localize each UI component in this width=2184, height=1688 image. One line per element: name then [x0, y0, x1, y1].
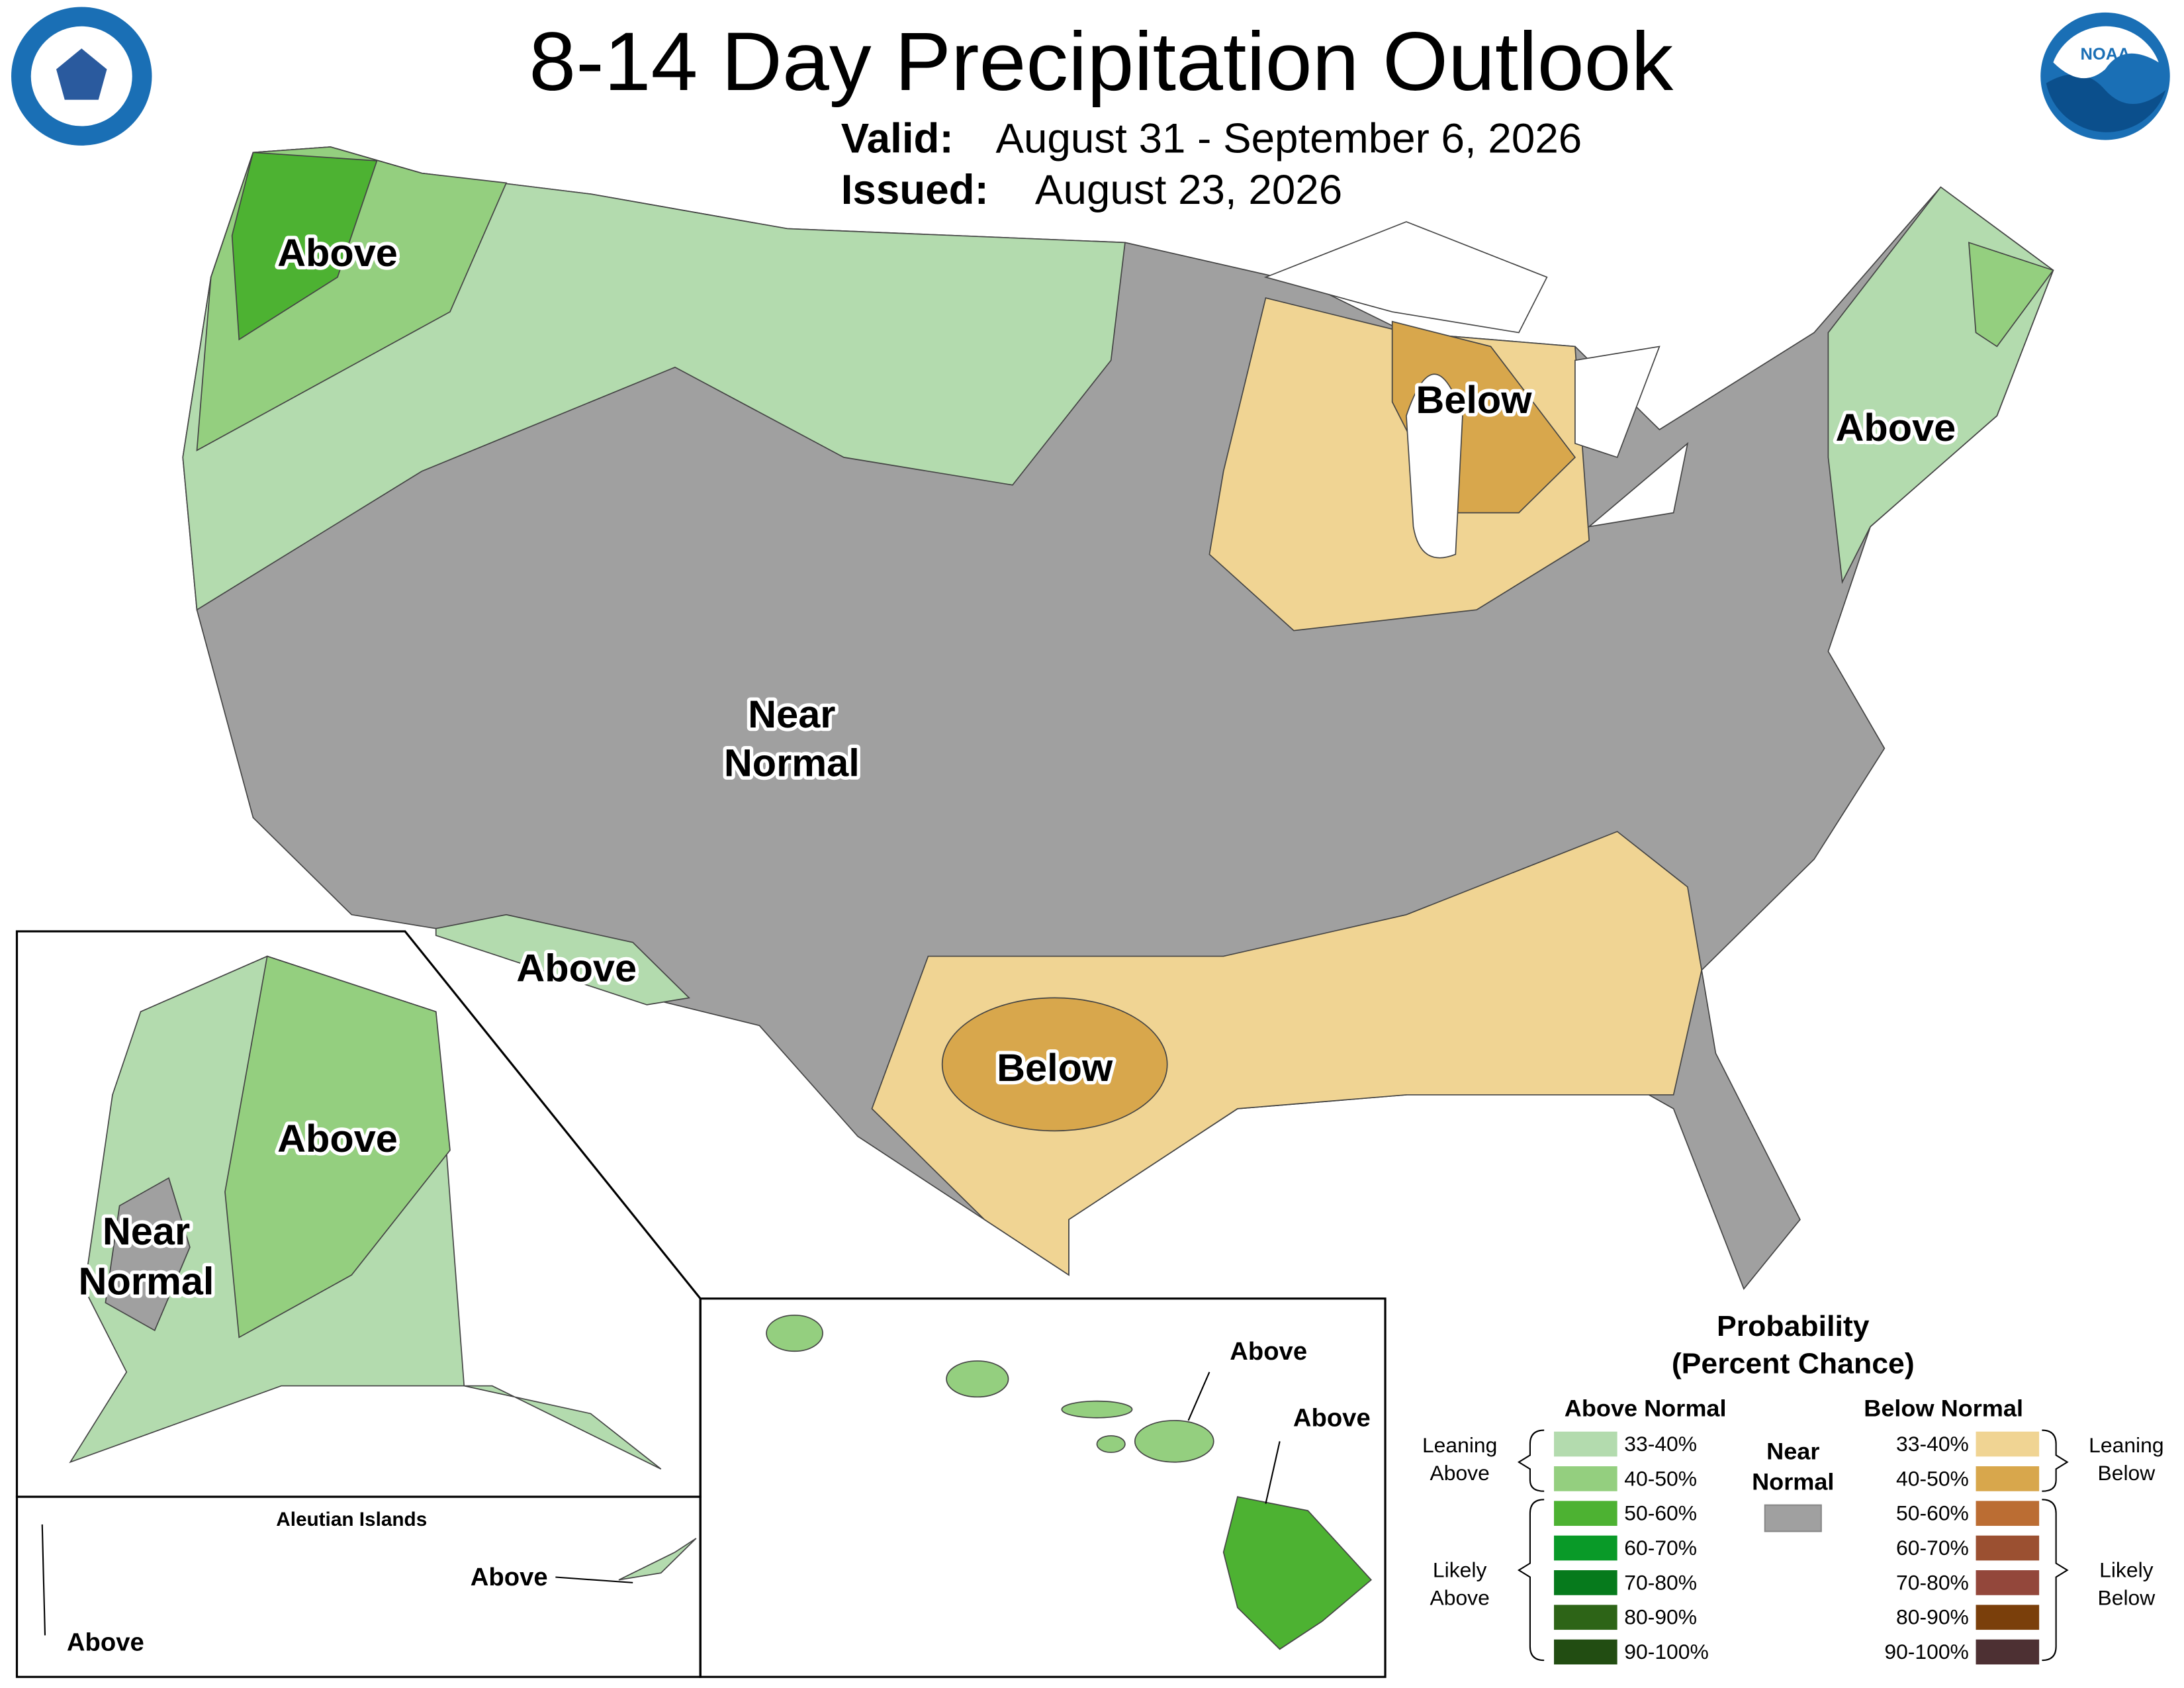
legend-swatch	[1554, 1535, 1617, 1561]
legend-range: 80-90%	[1896, 1605, 1969, 1629]
bracket-label: Leaning	[1422, 1433, 1497, 1457]
legend-swatch	[1554, 1570, 1617, 1595]
legend-bracket	[1517, 1429, 2069, 1662]
legend-swatch	[1764, 1504, 1822, 1532]
island	[946, 1360, 1009, 1398]
island	[766, 1314, 823, 1352]
legend-swatch	[1976, 1570, 2040, 1595]
noaa-logo: NOAA	[2040, 12, 2170, 140]
above-region	[1968, 242, 2054, 348]
legend-heading: Below Normal	[1864, 1395, 2023, 1422]
legend-subtitle: (Percent Chance)	[1672, 1348, 1915, 1380]
legend-title: Probability	[1717, 1311, 1870, 1343]
below-region	[941, 997, 1168, 1132]
legend-range: 70-80%	[1896, 1571, 1969, 1595]
legend-swatch	[1554, 1501, 1617, 1526]
region-label: Above	[67, 1629, 144, 1657]
legend-swatch	[1976, 1535, 2040, 1561]
region-label: Above	[1293, 1405, 1371, 1432]
valid-dates: August 31 - September 6, 2026	[995, 116, 1582, 162]
above-region	[1827, 186, 2054, 585]
region-label: Above	[516, 947, 637, 990]
near-normal-region	[105, 1177, 191, 1332]
island	[1096, 1435, 1126, 1453]
region-label: Below	[997, 1046, 1113, 1090]
legend-range: 33-40%	[1896, 1432, 1969, 1456]
legend-swatch	[1976, 1466, 2040, 1491]
legend-swatch	[1554, 1605, 1617, 1630]
region-label: Below	[1416, 378, 1532, 422]
below-region	[871, 831, 1703, 1276]
hawaii	[766, 1314, 1373, 1650]
noaa-text: NOAA	[2080, 45, 2130, 64]
bracket-label: Likely	[1433, 1558, 1487, 1582]
legend-range: 40-50%	[1896, 1467, 1969, 1491]
issued-date: August 23, 2026	[1035, 167, 1342, 212]
region-label: Normal	[79, 1260, 214, 1303]
legend-heading: Normal	[1752, 1469, 1834, 1495]
region-label: Above	[277, 1117, 398, 1160]
issued-label: Issued:	[841, 167, 989, 212]
legend-swatch	[1976, 1431, 2040, 1457]
legend-range: 90-100%	[1884, 1640, 1969, 1664]
bracket-label: Below	[2097, 1586, 2155, 1610]
above-region	[224, 955, 451, 1338]
island	[1061, 1400, 1133, 1419]
legend-range: 60-70%	[1896, 1536, 1969, 1560]
legend-swatch	[1554, 1431, 1617, 1457]
legend-range: 40-50%	[1624, 1467, 1697, 1491]
bracket-label: Above	[1430, 1586, 1489, 1610]
region-label: Near	[103, 1209, 190, 1253]
legend-range: 90-100%	[1624, 1640, 1709, 1664]
bracket-label: Below	[2097, 1461, 2155, 1485]
legend-swatch	[1976, 1501, 2040, 1526]
region-label: Above	[277, 231, 398, 275]
great-lakes	[1263, 221, 1689, 559]
legend-swatch	[1554, 1639, 1617, 1665]
legend-range: 50-60%	[1896, 1501, 1969, 1525]
hawaii-inset-frame	[699, 1297, 1387, 1678]
region-label: Above	[1230, 1338, 1307, 1366]
bracket-label: Leaning	[2089, 1433, 2163, 1457]
legend-range: 50-60%	[1624, 1501, 1697, 1525]
legend-swatch	[1554, 1466, 1617, 1491]
legend-heading: Near	[1766, 1438, 1819, 1465]
title: 8-14 Day Precipitation Outlook	[529, 15, 1674, 108]
aleutian-title: Aleutian Islands	[276, 1509, 427, 1530]
region-label: Normal	[724, 741, 860, 785]
bracket-label: Likely	[2099, 1558, 2154, 1582]
above-region	[435, 914, 690, 1006]
bracket-label: Above	[1430, 1461, 1489, 1485]
legend-range: 33-40%	[1624, 1432, 1697, 1456]
legend-range: 60-70%	[1624, 1536, 1697, 1560]
above-region	[618, 1538, 697, 1581]
island	[1222, 1496, 1373, 1650]
region-label: Near	[748, 693, 835, 737]
legend-swatch	[1976, 1605, 2040, 1630]
commerce-seal	[11, 7, 152, 146]
valid-label: Valid:	[841, 116, 954, 162]
legend-range: 70-80%	[1624, 1571, 1697, 1595]
region-label: Above	[1835, 406, 1956, 449]
region-label: Above	[471, 1564, 548, 1591]
legend: Probability (Percent Chance) Above Norma…	[1422, 1311, 2164, 1665]
island	[1134, 1420, 1214, 1463]
conus	[182, 146, 2054, 1290]
above-region	[231, 152, 378, 341]
legend-range: 80-90%	[1624, 1605, 1697, 1629]
leader-line	[41, 1524, 633, 1636]
legend-heading: Above Normal	[1565, 1395, 1727, 1422]
legend-swatch	[1976, 1639, 2040, 1665]
